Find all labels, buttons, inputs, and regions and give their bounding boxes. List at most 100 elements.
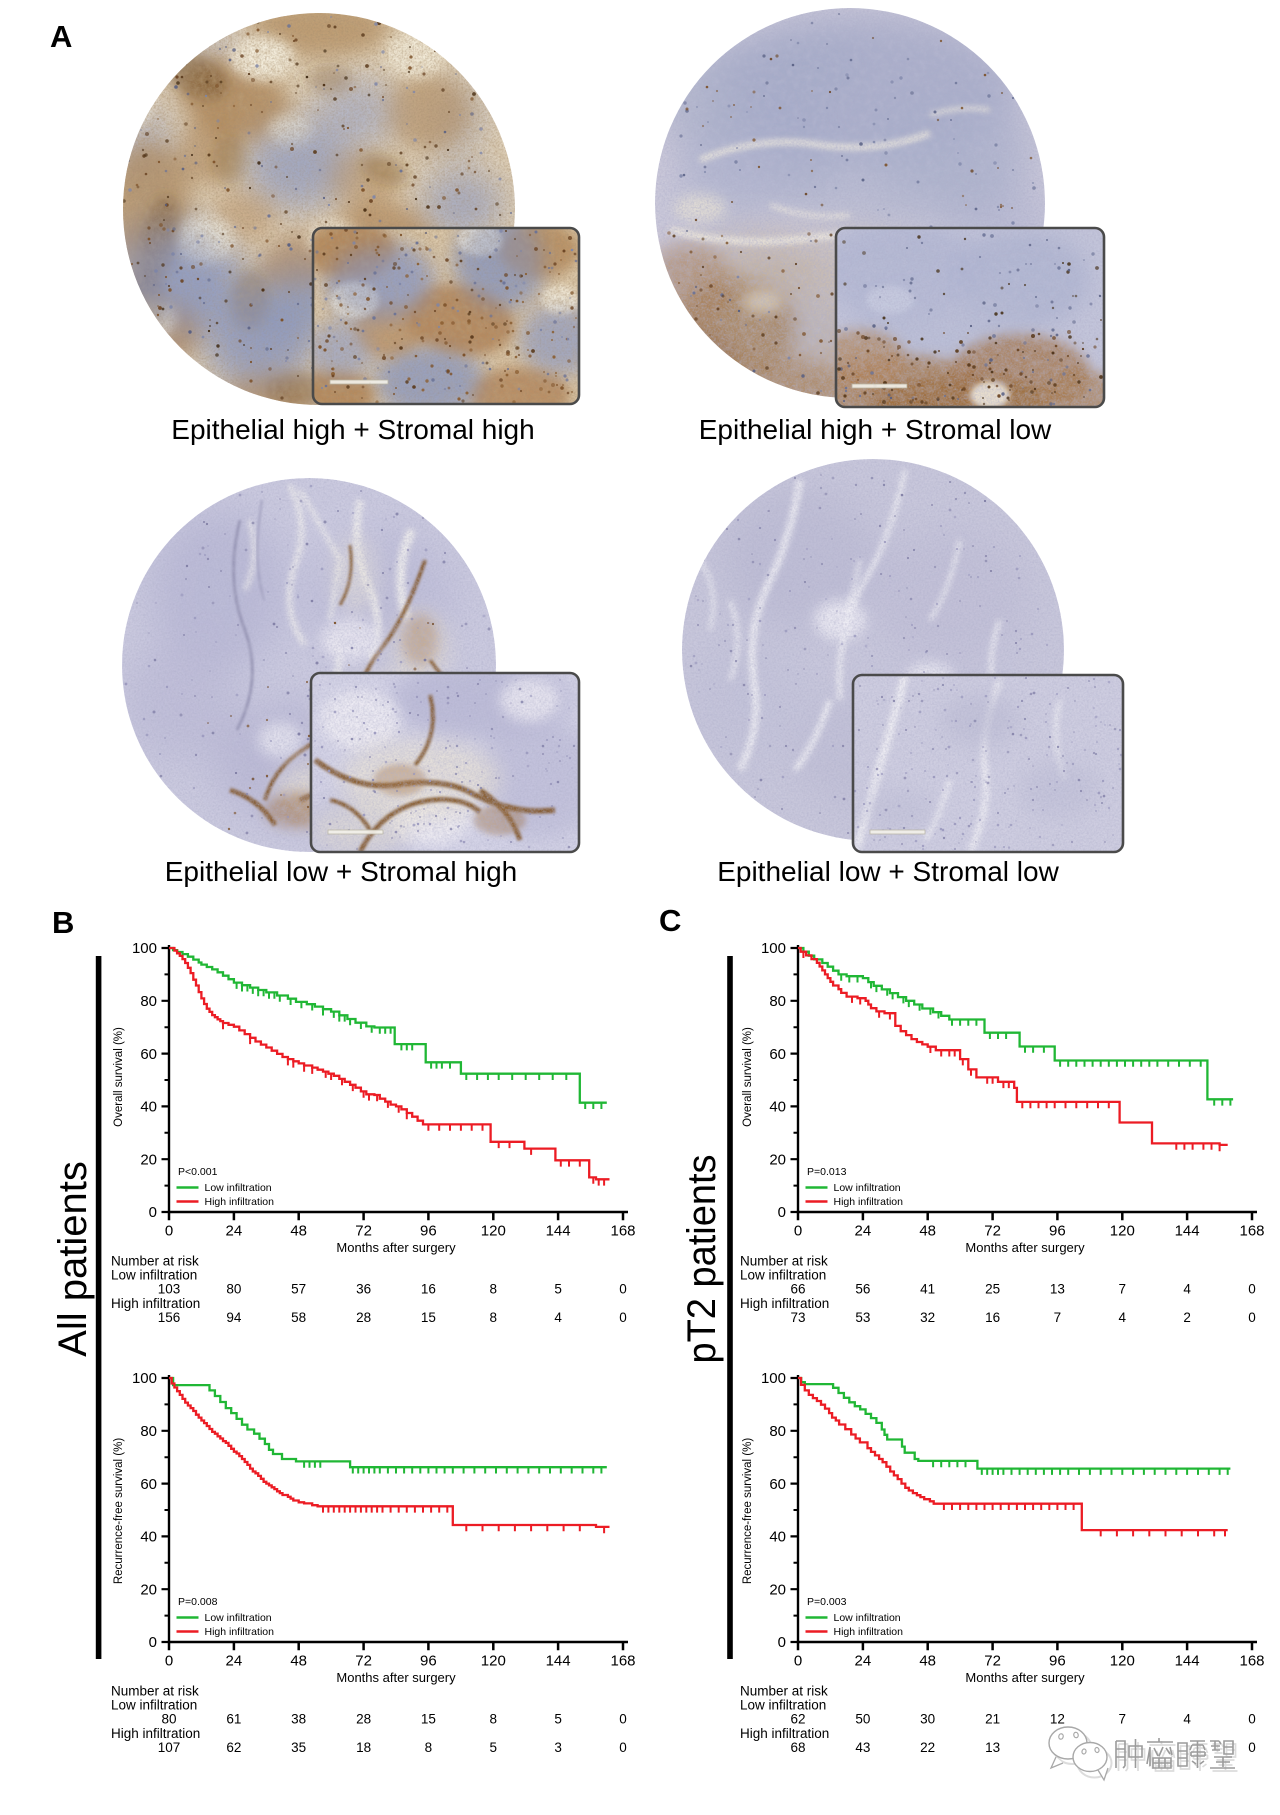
svg-text:4: 4 bbox=[1183, 1282, 1191, 1297]
svg-text:High infiltration: High infiltration bbox=[834, 1626, 904, 1638]
svg-text:8: 8 bbox=[490, 1310, 498, 1325]
svg-text:Low infiltration: Low infiltration bbox=[111, 1268, 197, 1283]
svg-text:40: 40 bbox=[769, 1099, 786, 1116]
svg-text:32: 32 bbox=[920, 1310, 935, 1325]
svg-text:8: 8 bbox=[425, 1740, 433, 1755]
svg-text:96: 96 bbox=[420, 1223, 437, 1240]
svg-text:60: 60 bbox=[769, 1046, 786, 1063]
svg-text:0: 0 bbox=[1248, 1310, 1256, 1325]
svg-text:Low infiltration: Low infiltration bbox=[205, 1612, 272, 1624]
svg-text:21: 21 bbox=[985, 1712, 1000, 1727]
svg-text:18: 18 bbox=[356, 1740, 371, 1755]
svg-text:Months after surgery: Months after surgery bbox=[336, 1670, 456, 1685]
svg-text:62: 62 bbox=[226, 1740, 241, 1755]
svg-text:56: 56 bbox=[855, 1282, 870, 1297]
svg-text:28: 28 bbox=[356, 1310, 371, 1325]
svg-text:0: 0 bbox=[619, 1282, 627, 1297]
svg-text:20: 20 bbox=[140, 1151, 157, 1168]
svg-text:All patients: All patients bbox=[51, 1161, 95, 1357]
svg-text:58: 58 bbox=[291, 1310, 306, 1325]
svg-text:144: 144 bbox=[546, 1223, 571, 1240]
svg-text:120: 120 bbox=[1110, 1653, 1135, 1670]
svg-text:High infiltration: High infiltration bbox=[111, 1726, 200, 1741]
svg-text:66: 66 bbox=[790, 1282, 805, 1297]
svg-text:96: 96 bbox=[420, 1653, 437, 1670]
svg-text:Months after surgery: Months after surgery bbox=[336, 1240, 456, 1255]
svg-text:0: 0 bbox=[1248, 1740, 1256, 1755]
svg-text:28: 28 bbox=[356, 1712, 371, 1727]
svg-text:High infiltration: High infiltration bbox=[205, 1626, 275, 1638]
svg-text:Epithelial high + Stromal high: Epithelial high + Stromal high bbox=[171, 414, 534, 445]
svg-text:Recurrence-free survival (%): Recurrence-free survival (%) bbox=[113, 1438, 125, 1585]
svg-text:Number at risk: Number at risk bbox=[111, 1684, 199, 1699]
svg-text:13: 13 bbox=[1050, 1282, 1065, 1297]
svg-text:94: 94 bbox=[226, 1310, 242, 1325]
svg-text:144: 144 bbox=[1175, 1223, 1200, 1240]
svg-text:62: 62 bbox=[790, 1712, 805, 1727]
svg-text:96: 96 bbox=[1049, 1653, 1066, 1670]
svg-text:0: 0 bbox=[794, 1653, 802, 1670]
svg-text:High infiltration: High infiltration bbox=[740, 1726, 829, 1741]
svg-text:156: 156 bbox=[158, 1310, 181, 1325]
svg-text:40: 40 bbox=[140, 1529, 157, 1546]
svg-text:48: 48 bbox=[290, 1223, 307, 1240]
svg-text:0: 0 bbox=[165, 1223, 173, 1240]
svg-text:60: 60 bbox=[140, 1476, 157, 1493]
svg-text:16: 16 bbox=[985, 1310, 1000, 1325]
svg-text:48: 48 bbox=[919, 1223, 936, 1240]
svg-text:68: 68 bbox=[790, 1740, 805, 1755]
svg-text:40: 40 bbox=[769, 1529, 786, 1546]
svg-text:Low infiltration: Low infiltration bbox=[834, 1182, 901, 1194]
svg-text:107: 107 bbox=[158, 1740, 181, 1755]
svg-text:7: 7 bbox=[1119, 1712, 1127, 1727]
svg-text:0: 0 bbox=[778, 1634, 786, 1651]
svg-text:8: 8 bbox=[490, 1712, 498, 1727]
svg-text:72: 72 bbox=[984, 1653, 1001, 1670]
svg-text:Low infiltration: Low infiltration bbox=[740, 1698, 826, 1713]
svg-text:120: 120 bbox=[481, 1223, 506, 1240]
svg-text:144: 144 bbox=[546, 1653, 571, 1670]
svg-text:100: 100 bbox=[761, 1370, 786, 1387]
svg-text:96: 96 bbox=[1049, 1223, 1066, 1240]
svg-text:Number at risk: Number at risk bbox=[111, 1254, 199, 1269]
svg-text:Epithelial low + Stromal low: Epithelial low + Stromal low bbox=[717, 856, 1059, 887]
svg-text:72: 72 bbox=[984, 1223, 1001, 1240]
svg-text:A: A bbox=[50, 19, 72, 54]
svg-text:30: 30 bbox=[920, 1712, 935, 1727]
svg-text:0: 0 bbox=[1248, 1282, 1256, 1297]
svg-text:0: 0 bbox=[1248, 1712, 1256, 1727]
svg-text:0: 0 bbox=[794, 1223, 802, 1240]
svg-text:41: 41 bbox=[920, 1282, 935, 1297]
svg-text:100: 100 bbox=[761, 940, 786, 957]
svg-text:0: 0 bbox=[165, 1653, 173, 1670]
svg-text:72: 72 bbox=[355, 1223, 372, 1240]
svg-text:168: 168 bbox=[610, 1223, 635, 1240]
svg-text:12: 12 bbox=[1050, 1712, 1065, 1727]
svg-text:25: 25 bbox=[985, 1282, 1000, 1297]
svg-text:38: 38 bbox=[291, 1712, 306, 1727]
svg-text:72: 72 bbox=[355, 1653, 372, 1670]
svg-text:57: 57 bbox=[291, 1282, 306, 1297]
svg-text:40: 40 bbox=[140, 1099, 157, 1116]
svg-text:120: 120 bbox=[481, 1653, 506, 1670]
svg-text:60: 60 bbox=[140, 1046, 157, 1063]
svg-text:24: 24 bbox=[855, 1223, 872, 1240]
svg-text:2: 2 bbox=[1183, 1310, 1191, 1325]
svg-text:Overall survival (%): Overall survival (%) bbox=[113, 1027, 125, 1127]
svg-text:24: 24 bbox=[226, 1223, 243, 1240]
svg-text:Low infiltration: Low infiltration bbox=[111, 1698, 197, 1713]
svg-text:High infiltration: High infiltration bbox=[740, 1296, 829, 1311]
svg-text:80: 80 bbox=[769, 1423, 786, 1440]
svg-text:20: 20 bbox=[140, 1581, 157, 1598]
svg-text:0: 0 bbox=[619, 1712, 627, 1727]
svg-text:24: 24 bbox=[226, 1653, 243, 1670]
svg-text:48: 48 bbox=[919, 1653, 936, 1670]
svg-text:4: 4 bbox=[1183, 1712, 1191, 1727]
svg-text:168: 168 bbox=[1239, 1223, 1264, 1240]
svg-text:80: 80 bbox=[140, 993, 157, 1010]
svg-text:Overall survival (%): Overall survival (%) bbox=[742, 1027, 754, 1127]
svg-text:0: 0 bbox=[619, 1310, 627, 1325]
svg-text:High infiltration: High infiltration bbox=[111, 1296, 200, 1311]
svg-text:0: 0 bbox=[149, 1634, 157, 1651]
svg-text:Epithelial low + Stromal high: Epithelial low + Stromal high bbox=[165, 856, 518, 887]
